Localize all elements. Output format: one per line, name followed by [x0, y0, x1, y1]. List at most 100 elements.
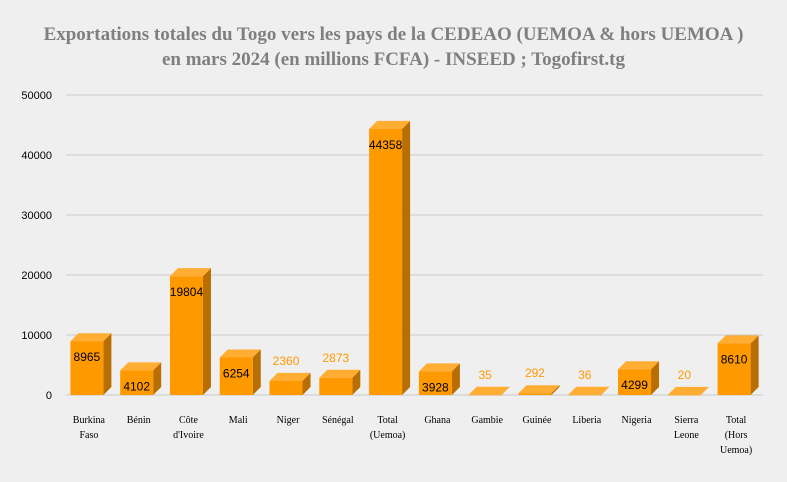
x-tick-label: Liberia	[572, 415, 601, 426]
bar-side	[402, 120, 411, 396]
bar-top	[70, 333, 112, 342]
bar	[618, 361, 660, 395]
bar-top	[667, 386, 709, 395]
x-tick-label: Sierra Leone	[674, 415, 700, 441]
x-tick-label-line: Côte	[179, 415, 198, 426]
data-label: 8610	[721, 352, 748, 366]
y-tick-label: 40000	[21, 150, 52, 162]
y-tick-label: 20000	[21, 270, 52, 282]
bar	[369, 120, 411, 396]
chart-title-line-2: en mars 2024 (en millions FCFA) - INSEED…	[161, 49, 626, 70]
bar-side	[700, 386, 709, 395]
data-label: 292	[525, 366, 545, 380]
x-tick-label-line: Uemoa)	[720, 445, 752, 456]
bar-side	[601, 386, 610, 395]
data-label: 35	[478, 368, 492, 382]
x-tick-label-line: Leone	[674, 430, 700, 441]
data-label: 8965	[74, 350, 101, 364]
bar-top	[717, 335, 759, 344]
bar-front	[418, 371, 452, 395]
bar-front	[369, 128, 403, 396]
x-tick-label: Nigeria	[622, 415, 653, 426]
bar-side	[302, 372, 311, 395]
bar-side	[352, 369, 361, 395]
x-tick-label-line: (Uemoa)	[370, 430, 406, 441]
x-tick-label: Niger	[277, 415, 300, 426]
x-tick-label-line: d'Ivoire	[173, 430, 204, 441]
bar	[518, 385, 560, 395]
x-tick-label: Gambie	[471, 415, 503, 426]
bar-front	[667, 394, 701, 396]
bar-side	[252, 349, 261, 395]
bar-side	[750, 335, 759, 395]
bar-front	[70, 341, 104, 395]
x-tick-label: Total (Uemoa)	[370, 415, 406, 441]
bar	[319, 369, 361, 395]
x-tick-label-line: Mali	[229, 415, 248, 426]
chart-title: Exportations totales du Togo vers les pa…	[0, 22, 787, 72]
x-tick-label-line: Nigeria	[622, 415, 653, 426]
data-label: 19804	[170, 285, 204, 299]
y-tick-label: 50000	[21, 90, 52, 102]
chart-title-line-1: Exportations totales du Togo vers les pa…	[43, 24, 744, 45]
bar-top	[219, 349, 261, 358]
x-tick-label-line: Niger	[277, 415, 300, 426]
x-tick-label-line: Burkina	[73, 415, 106, 426]
x-tick-label-line: Bénin	[127, 415, 151, 426]
x-tick-label: Burkina Faso	[73, 415, 106, 441]
bar-top	[169, 268, 211, 277]
bar-top	[518, 385, 560, 394]
x-tick-label-line: Faso	[79, 430, 98, 441]
y-tick-label: 10000	[21, 330, 52, 342]
x-tick-label: Ghana	[424, 415, 451, 426]
x-tick-label-line: Total	[377, 415, 398, 426]
bar-front	[269, 380, 303, 395]
data-label: 20	[678, 368, 692, 382]
bar-top	[418, 363, 460, 372]
bar-front	[618, 369, 652, 395]
x-tick-label-line: Sierra	[674, 415, 698, 426]
bar-side	[651, 361, 660, 395]
x-tick-label-line: Liberia	[572, 415, 601, 426]
bar	[568, 386, 610, 396]
data-label: 44358	[369, 138, 403, 152]
x-tick-label: Guinée	[523, 415, 552, 426]
x-tick-label: Bénin	[127, 415, 151, 426]
data-label: 3928	[422, 380, 449, 394]
bar-top	[319, 369, 361, 378]
data-label: 36	[578, 368, 592, 382]
y-axis: 0 10000 20000 30000 40000 50000	[21, 90, 52, 402]
data-label: 2873	[322, 351, 349, 365]
x-tick-label-line: (Hors	[725, 430, 748, 441]
x-axis: Burkina Faso Bénin Côte d'Ivoire Mali Niger Sén…	[73, 415, 752, 456]
bar	[70, 333, 112, 395]
bar-top	[120, 362, 162, 371]
bar	[169, 268, 211, 395]
bar-top	[269, 372, 311, 381]
x-tick-label: Côte d'Ivoire	[173, 415, 204, 441]
data-label: 2360	[273, 354, 300, 368]
bar	[269, 372, 311, 395]
bar-front	[219, 357, 253, 395]
x-tick-label-line: Sénégal	[322, 415, 354, 426]
bar-front	[468, 394, 502, 396]
bar-front	[518, 393, 552, 395]
bar-top	[468, 386, 510, 395]
bar-top	[568, 386, 610, 395]
bar-front	[319, 377, 353, 395]
bar-top	[618, 361, 660, 370]
x-tick-label-line: Gambie	[471, 415, 503, 426]
data-label: 4102	[123, 379, 150, 393]
bar-side	[551, 385, 560, 395]
bar	[418, 363, 460, 395]
x-tick-label-line: Guinée	[523, 415, 552, 426]
bar-front	[169, 276, 203, 395]
bar	[667, 386, 709, 396]
y-tick-label: 30000	[21, 210, 52, 222]
bar-side	[153, 362, 162, 395]
x-tick-label: Mali	[229, 415, 248, 426]
x-tick-label-line: Total	[726, 415, 747, 426]
data-label: 6254	[223, 366, 250, 380]
bar-side	[103, 333, 112, 395]
x-tick-label: Sénégal	[322, 415, 354, 426]
